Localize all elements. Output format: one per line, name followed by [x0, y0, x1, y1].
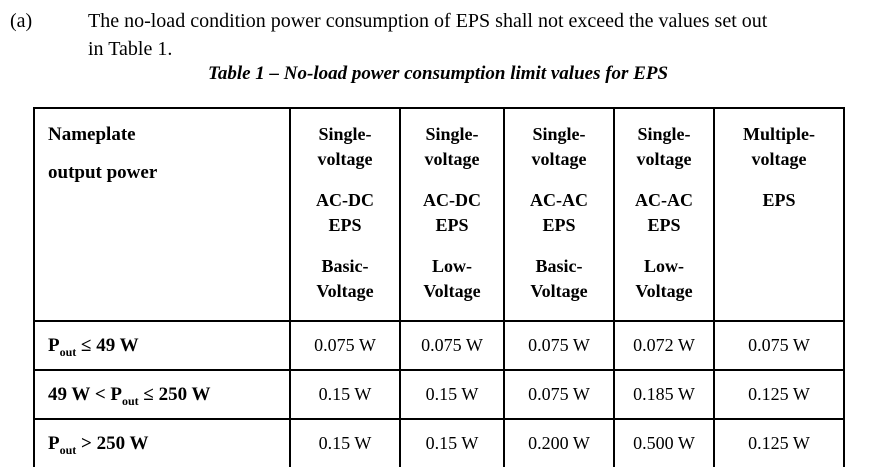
value-cell: 0.075 W	[289, 320, 401, 371]
row-label: 49 W < Pout ≤ 250 W	[33, 369, 291, 420]
column-header-eps-type: EPS	[762, 190, 796, 210]
column-header-voltage-type: Single- voltage	[317, 124, 373, 169]
value-cell: 0.15 W	[399, 369, 505, 420]
table-row-49w-to-250w: 49 W < Pout ≤ 250 W 0.15 W 0.15 W 0.075 …	[33, 369, 845, 420]
value-cell: 0.200 W	[503, 418, 615, 467]
column-header-voltage-class: Basic- Voltage	[316, 256, 374, 301]
value-cell: 0.075 W	[503, 320, 615, 371]
row-label: Pout ≤ 49 W	[33, 320, 291, 371]
row-label-text: > 250 W	[76, 432, 149, 454]
column-header-voltage-type: Single- voltage	[531, 124, 587, 169]
value-cell: 0.075 W	[399, 320, 505, 371]
column-header-voltage-class: Basic- Voltage	[530, 256, 588, 301]
value-cell: 0.500 W	[613, 418, 715, 467]
value-cell: 0.072 W	[613, 320, 715, 371]
row-label-subscript: out	[122, 393, 139, 408]
value-cell: 0.15 W	[399, 418, 505, 467]
row-label-text: ≤ 250 W	[138, 383, 211, 405]
column-header-single-voltage-acdc-basic: Single- voltage AC-DC EPS Basic- Voltage	[289, 107, 401, 322]
eps-limits-table: Nameplate output power Single- voltage A…	[33, 107, 845, 467]
row-label-text: 49 W < P	[48, 383, 122, 405]
table-caption: Table 1 – No-load power consumption limi…	[207, 63, 669, 84]
row-label-text: ≤ 49 W	[76, 334, 139, 356]
column-header-voltage-type: Multiple- voltage	[743, 124, 815, 169]
table-row-pout-le-49w: Pout ≤ 49 W 0.075 W 0.075 W 0.075 W 0.07…	[33, 320, 845, 371]
value-cell: 0.185 W	[613, 369, 715, 420]
column-header-eps-type: AC-AC EPS	[635, 190, 693, 235]
row-label-text: P	[48, 334, 60, 356]
corner-header-line1: Nameplate	[48, 124, 136, 145]
value-cell: 0.075 W	[503, 369, 615, 420]
column-header-voltage-type: Single- voltage	[636, 124, 692, 169]
row-label: Pout > 250 W	[33, 418, 291, 467]
column-header-voltage-class: Low- Voltage	[423, 256, 481, 301]
column-header-voltage-class: Low- Voltage	[635, 256, 693, 301]
column-header-eps-type: AC-DC EPS	[423, 190, 481, 235]
row-label-subscript: out	[59, 344, 77, 359]
value-cell: 0.15 W	[289, 418, 401, 467]
value-cell: 0.125 W	[713, 418, 845, 467]
table-header-row: Nameplate output power Single- voltage A…	[33, 107, 845, 322]
column-header-eps-type: AC-DC EPS	[316, 190, 374, 235]
column-header-eps-type: AC-AC EPS	[530, 190, 588, 235]
column-header-multiple-voltage-eps: Multiple- voltage EPS	[713, 107, 845, 322]
value-cell: 0.125 W	[713, 369, 845, 420]
value-cell: 0.075 W	[713, 320, 845, 371]
column-header-single-voltage-acdc-low: Single- voltage AC-DC EPS Low- Voltage	[399, 107, 505, 322]
column-header-voltage-type: Single- voltage	[424, 124, 480, 169]
value-cell: 0.15 W	[289, 369, 401, 420]
table-row-pout-gt-250w: Pout > 250 W 0.15 W 0.15 W 0.200 W 0.500…	[33, 418, 845, 467]
column-header-single-voltage-acac-basic: Single- voltage AC-AC EPS Basic- Voltage	[503, 107, 615, 322]
corner-header-nameplate-output-power: Nameplate output power	[33, 107, 291, 322]
row-label-text: P	[48, 432, 60, 454]
clause-paragraph: The no-load condition power consumption …	[88, 10, 768, 60]
clause-item-label: (a)	[10, 10, 33, 32]
corner-header-line2: output power	[48, 162, 158, 183]
row-label-subscript: out	[59, 442, 77, 457]
column-header-single-voltage-acac-low: Single- voltage AC-AC EPS Low- Voltage	[613, 107, 715, 322]
